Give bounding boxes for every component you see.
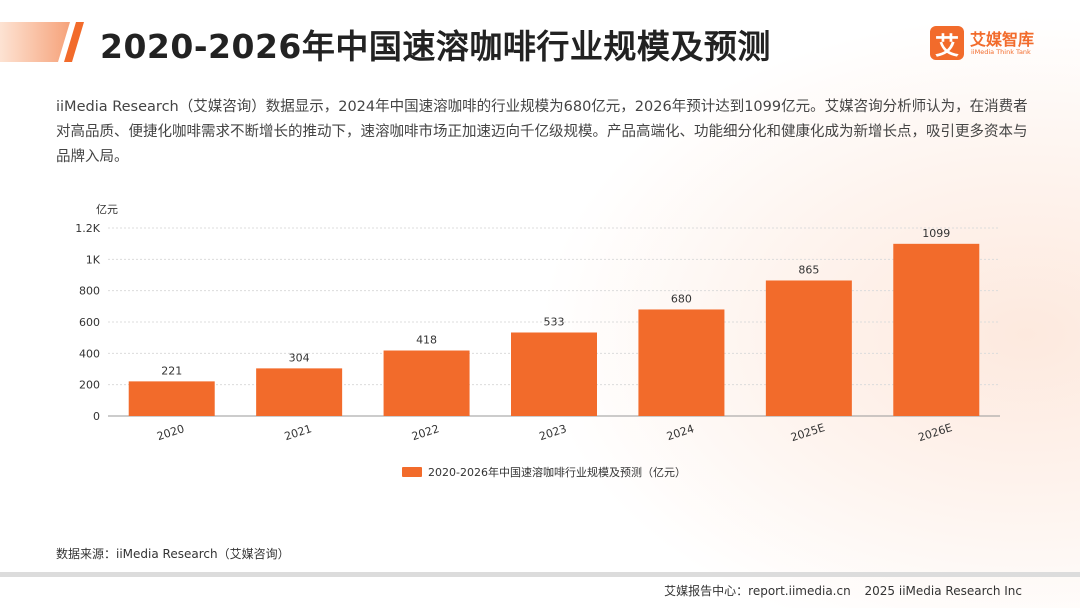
data-label: 221 [161,364,182,377]
bar [511,332,597,416]
data-label: 304 [289,351,310,364]
x-tick-label: 2025E [789,421,826,444]
y-axis-unit: 亿元 [96,203,118,216]
data-label: 865 [798,263,819,276]
footer: 艾媒报告中心：report.iimedia.cn 2025 iiMedia Re… [664,582,1022,599]
logo-name: 艾媒智库 [970,30,1035,49]
legend-swatch [402,467,422,477]
footer-copyright: 2025 iiMedia Research Inc [864,584,1022,598]
x-tick-label: 2022 [410,422,441,443]
logo-subtitle: iiMedia Think Tank [971,48,1031,56]
bar [128,381,215,416]
legend-label: 2020-2026年中国速溶咖啡行业规模及预测（亿元） [428,466,686,479]
footer-report-link[interactable]: 艾媒报告中心：report.iimedia.cn [664,584,851,598]
x-tick-label: 2020 [155,422,186,443]
y-tick-label: 1K [86,253,101,266]
page-title: 2020-2026年中国速溶咖啡行业规模及预测 [100,27,771,66]
data-label: 533 [544,315,565,328]
bar [383,350,470,416]
y-tick-label: 400 [79,347,100,360]
chart-bars [128,243,980,416]
description-text: iiMedia Research（艾媒咨询）数据显示，2024年中国速溶咖啡的行… [56,99,1028,165]
x-tick-label: 2026E [917,421,954,444]
footer-divider [0,572,1080,577]
title-accent-bar [0,22,84,62]
x-tick-label: 2023 [538,422,569,443]
bar [256,368,343,416]
data-source: 数据来源：iiMedia Research（艾媒咨询） [56,547,290,561]
bar [893,243,980,416]
data-label: 680 [671,292,692,305]
bar-chart: 亿元 0 200 400 600 800 1K 1.2K 221 2020 304 2021 418 20… [75,203,1000,444]
y-tick-label: 600 [79,316,100,329]
chart-legend: 2020-2026年中国速溶咖啡行业规模及预测（亿元） [402,464,686,480]
y-tick-label: 200 [79,379,100,392]
y-tick-label: 1.2K [75,222,100,235]
y-tick-label: 800 [79,285,100,298]
brand-logo: 艾 艾媒智库 iiMedia Think Tank [930,24,1054,64]
data-label: 418 [416,334,437,347]
x-tick-label: 2021 [283,422,314,443]
bar [638,309,725,416]
logo-mark: 艾 [930,26,964,60]
data-label: 1099 [922,227,950,240]
x-tick-label: 2024 [665,422,696,443]
bar [765,280,852,416]
y-tick-label: 0 [93,410,100,423]
